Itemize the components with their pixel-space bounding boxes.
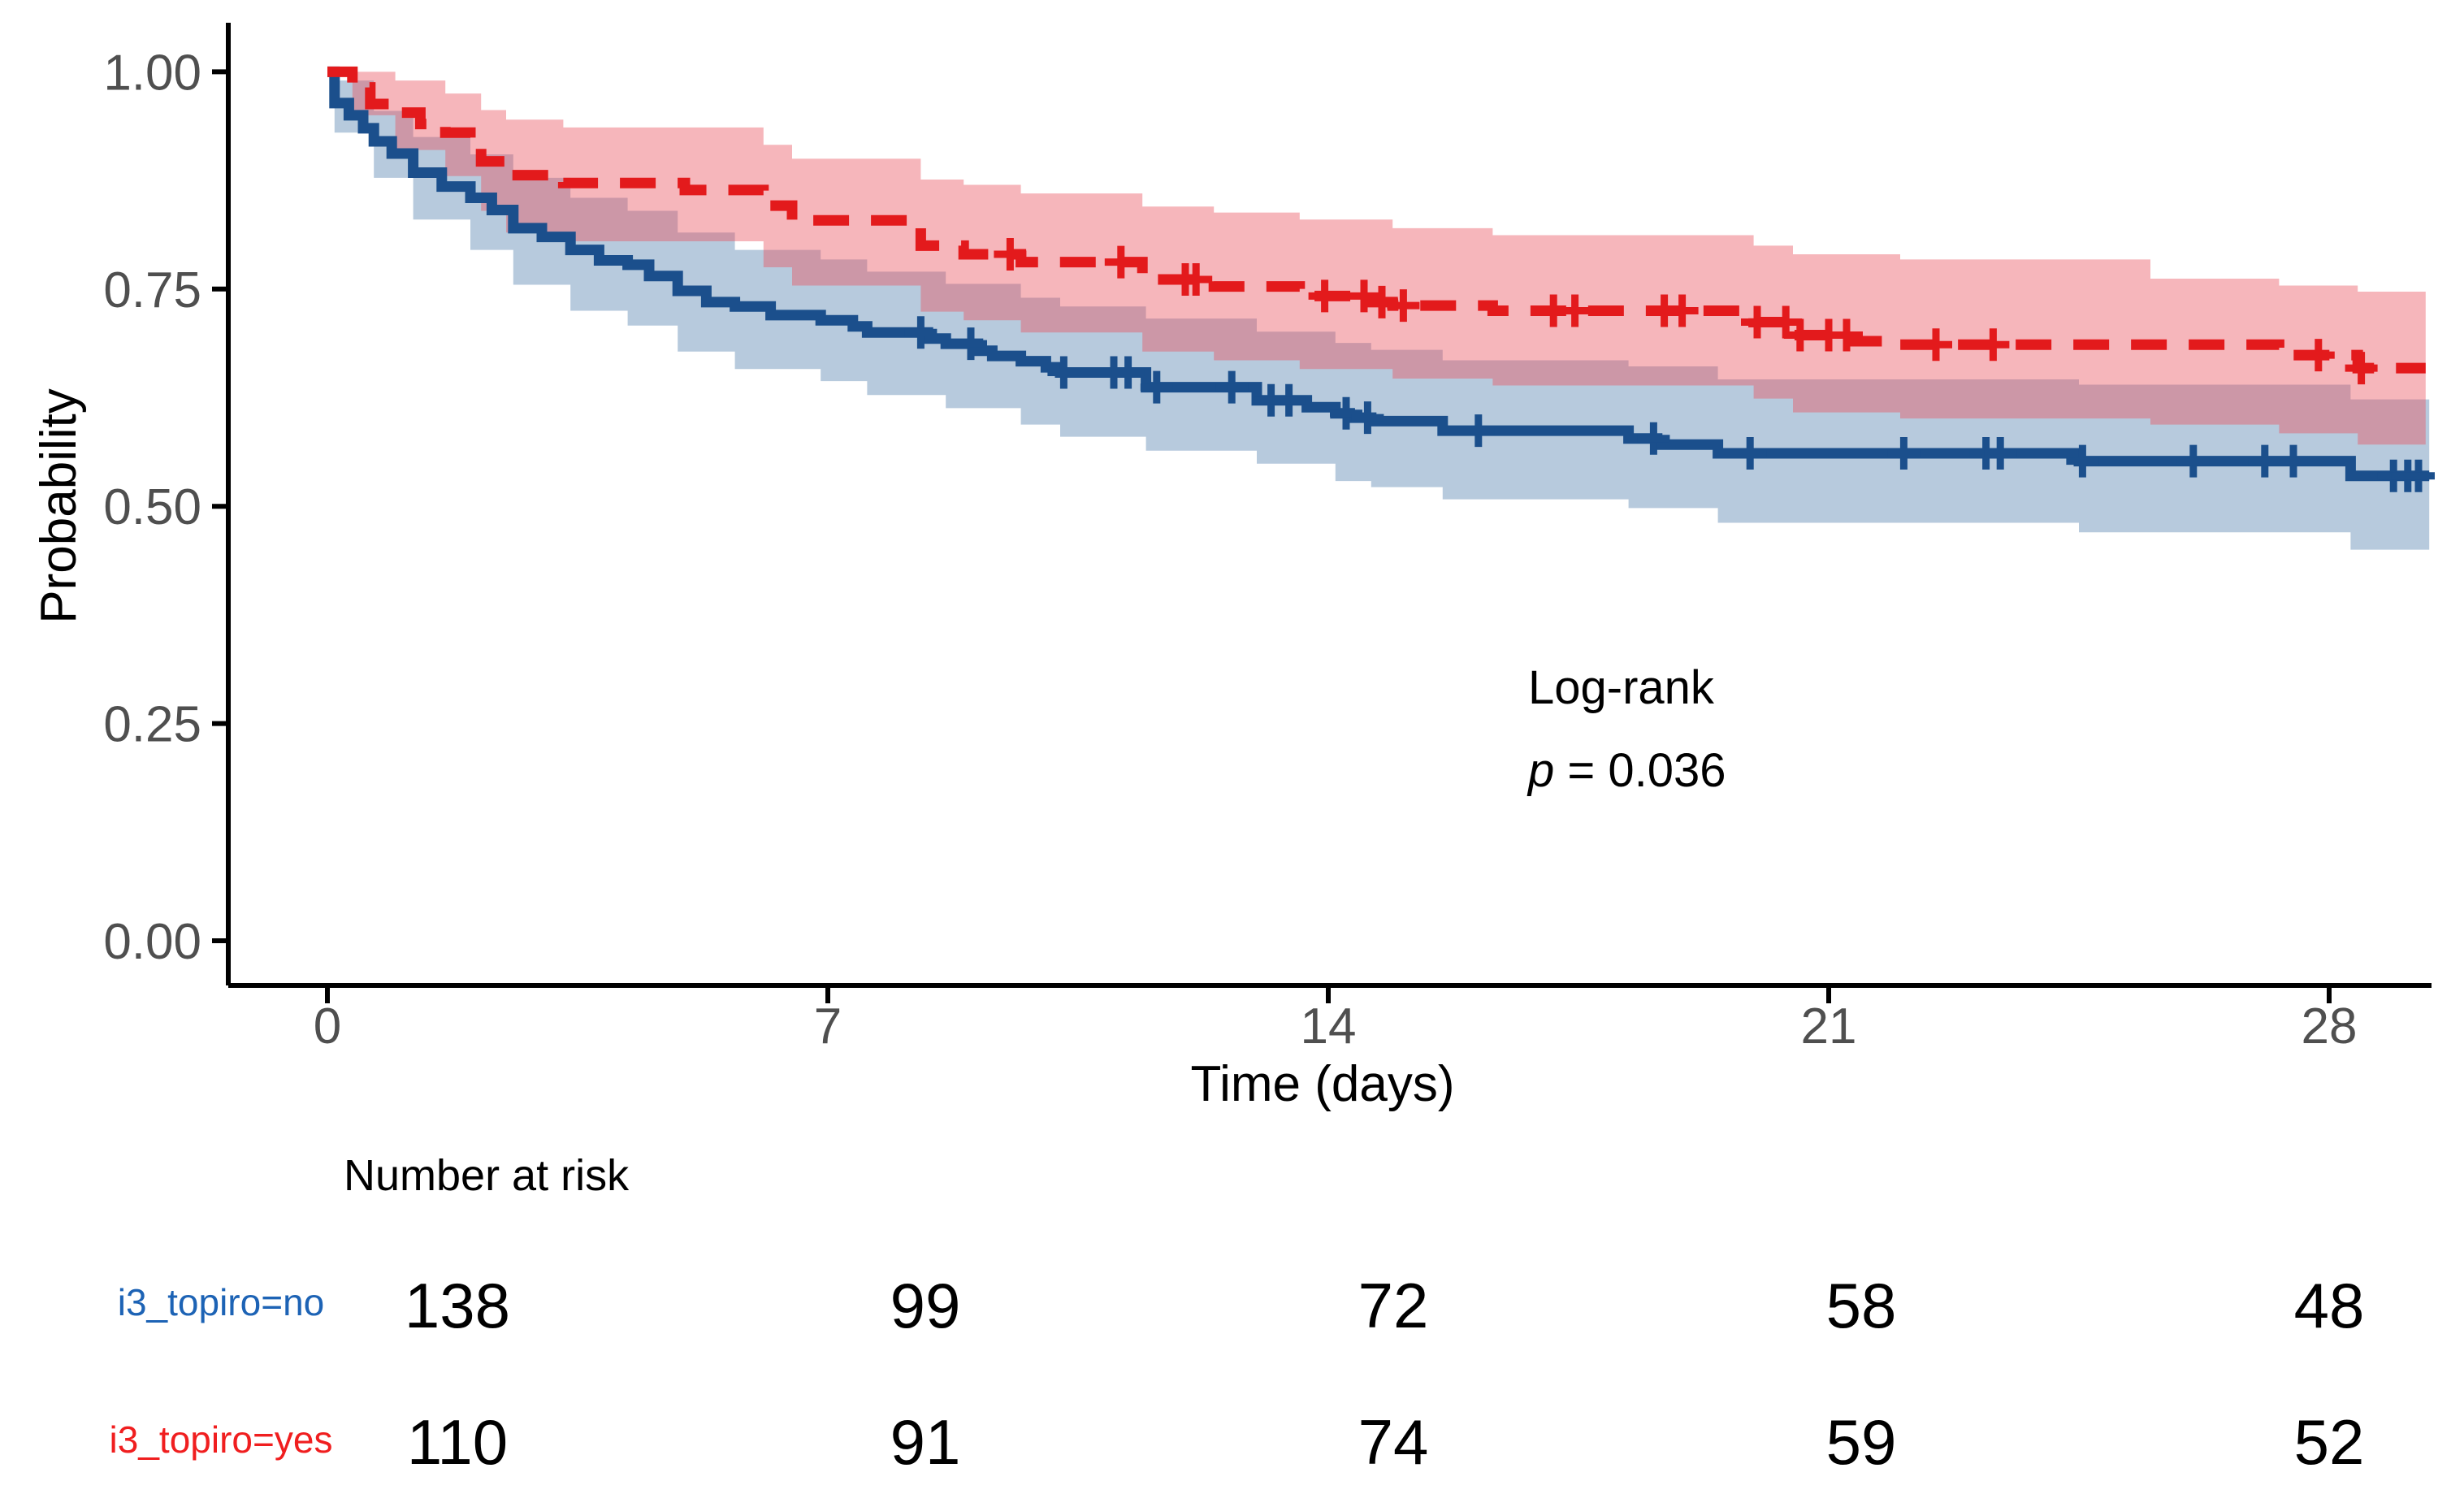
logrank-label: Log-rank xyxy=(1528,661,1715,714)
risk-count: 59 xyxy=(1826,1406,1897,1478)
risk-count: 74 xyxy=(1358,1406,1429,1478)
risk-table: Number at risk i3_topiro=no 138 99 72 58 48 i3_… xyxy=(110,1151,2365,1478)
censor-marks-yes xyxy=(994,238,2378,385)
x-axis-title: Time (days) xyxy=(1191,1056,1455,1112)
y-tick-label: 0.50 xyxy=(103,479,201,535)
risk-count: 110 xyxy=(407,1406,508,1478)
x-tick-label: 28 xyxy=(2302,998,2358,1054)
ci-band-yes xyxy=(327,71,2426,445)
ci-band-no xyxy=(327,71,2430,550)
y-tick-label: 0.75 xyxy=(103,262,201,318)
censor-marks-no xyxy=(904,316,2435,492)
risk-count: 91 xyxy=(890,1406,961,1478)
risk-count: 48 xyxy=(2294,1270,2365,1341)
risk-count: 52 xyxy=(2294,1406,2365,1478)
risk-count: 72 xyxy=(1358,1270,1429,1341)
risk-row-label-yes: i3_topiro=yes xyxy=(110,1418,333,1461)
y-tick-label: 0.00 xyxy=(103,914,201,970)
x-tick-label: 0 xyxy=(314,998,341,1054)
risk-count: 99 xyxy=(890,1270,961,1341)
axes: 0.00 0.25 0.50 0.75 1.00 0 7 14 21 28 xyxy=(103,23,2432,1054)
risk-row-label-no: i3_topiro=no xyxy=(118,1281,324,1323)
x-tick-label: 14 xyxy=(1301,998,1357,1054)
y-tick-label: 1.00 xyxy=(103,45,201,101)
x-tick-label: 21 xyxy=(1801,998,1857,1054)
p-value-text: p = 0.036 xyxy=(1526,744,1726,797)
risk-count: 58 xyxy=(1826,1270,1897,1341)
risk-count: 138 xyxy=(405,1270,510,1341)
x-tick-label: 7 xyxy=(814,998,842,1054)
y-axis-title: Probability xyxy=(31,388,87,623)
risk-table-title: Number at risk xyxy=(344,1151,630,1200)
logrank-annotation: Log-rank p = 0.036 xyxy=(1526,661,1726,797)
y-tick-label: 0.25 xyxy=(103,697,201,753)
survival-curve-yes xyxy=(327,66,2426,374)
